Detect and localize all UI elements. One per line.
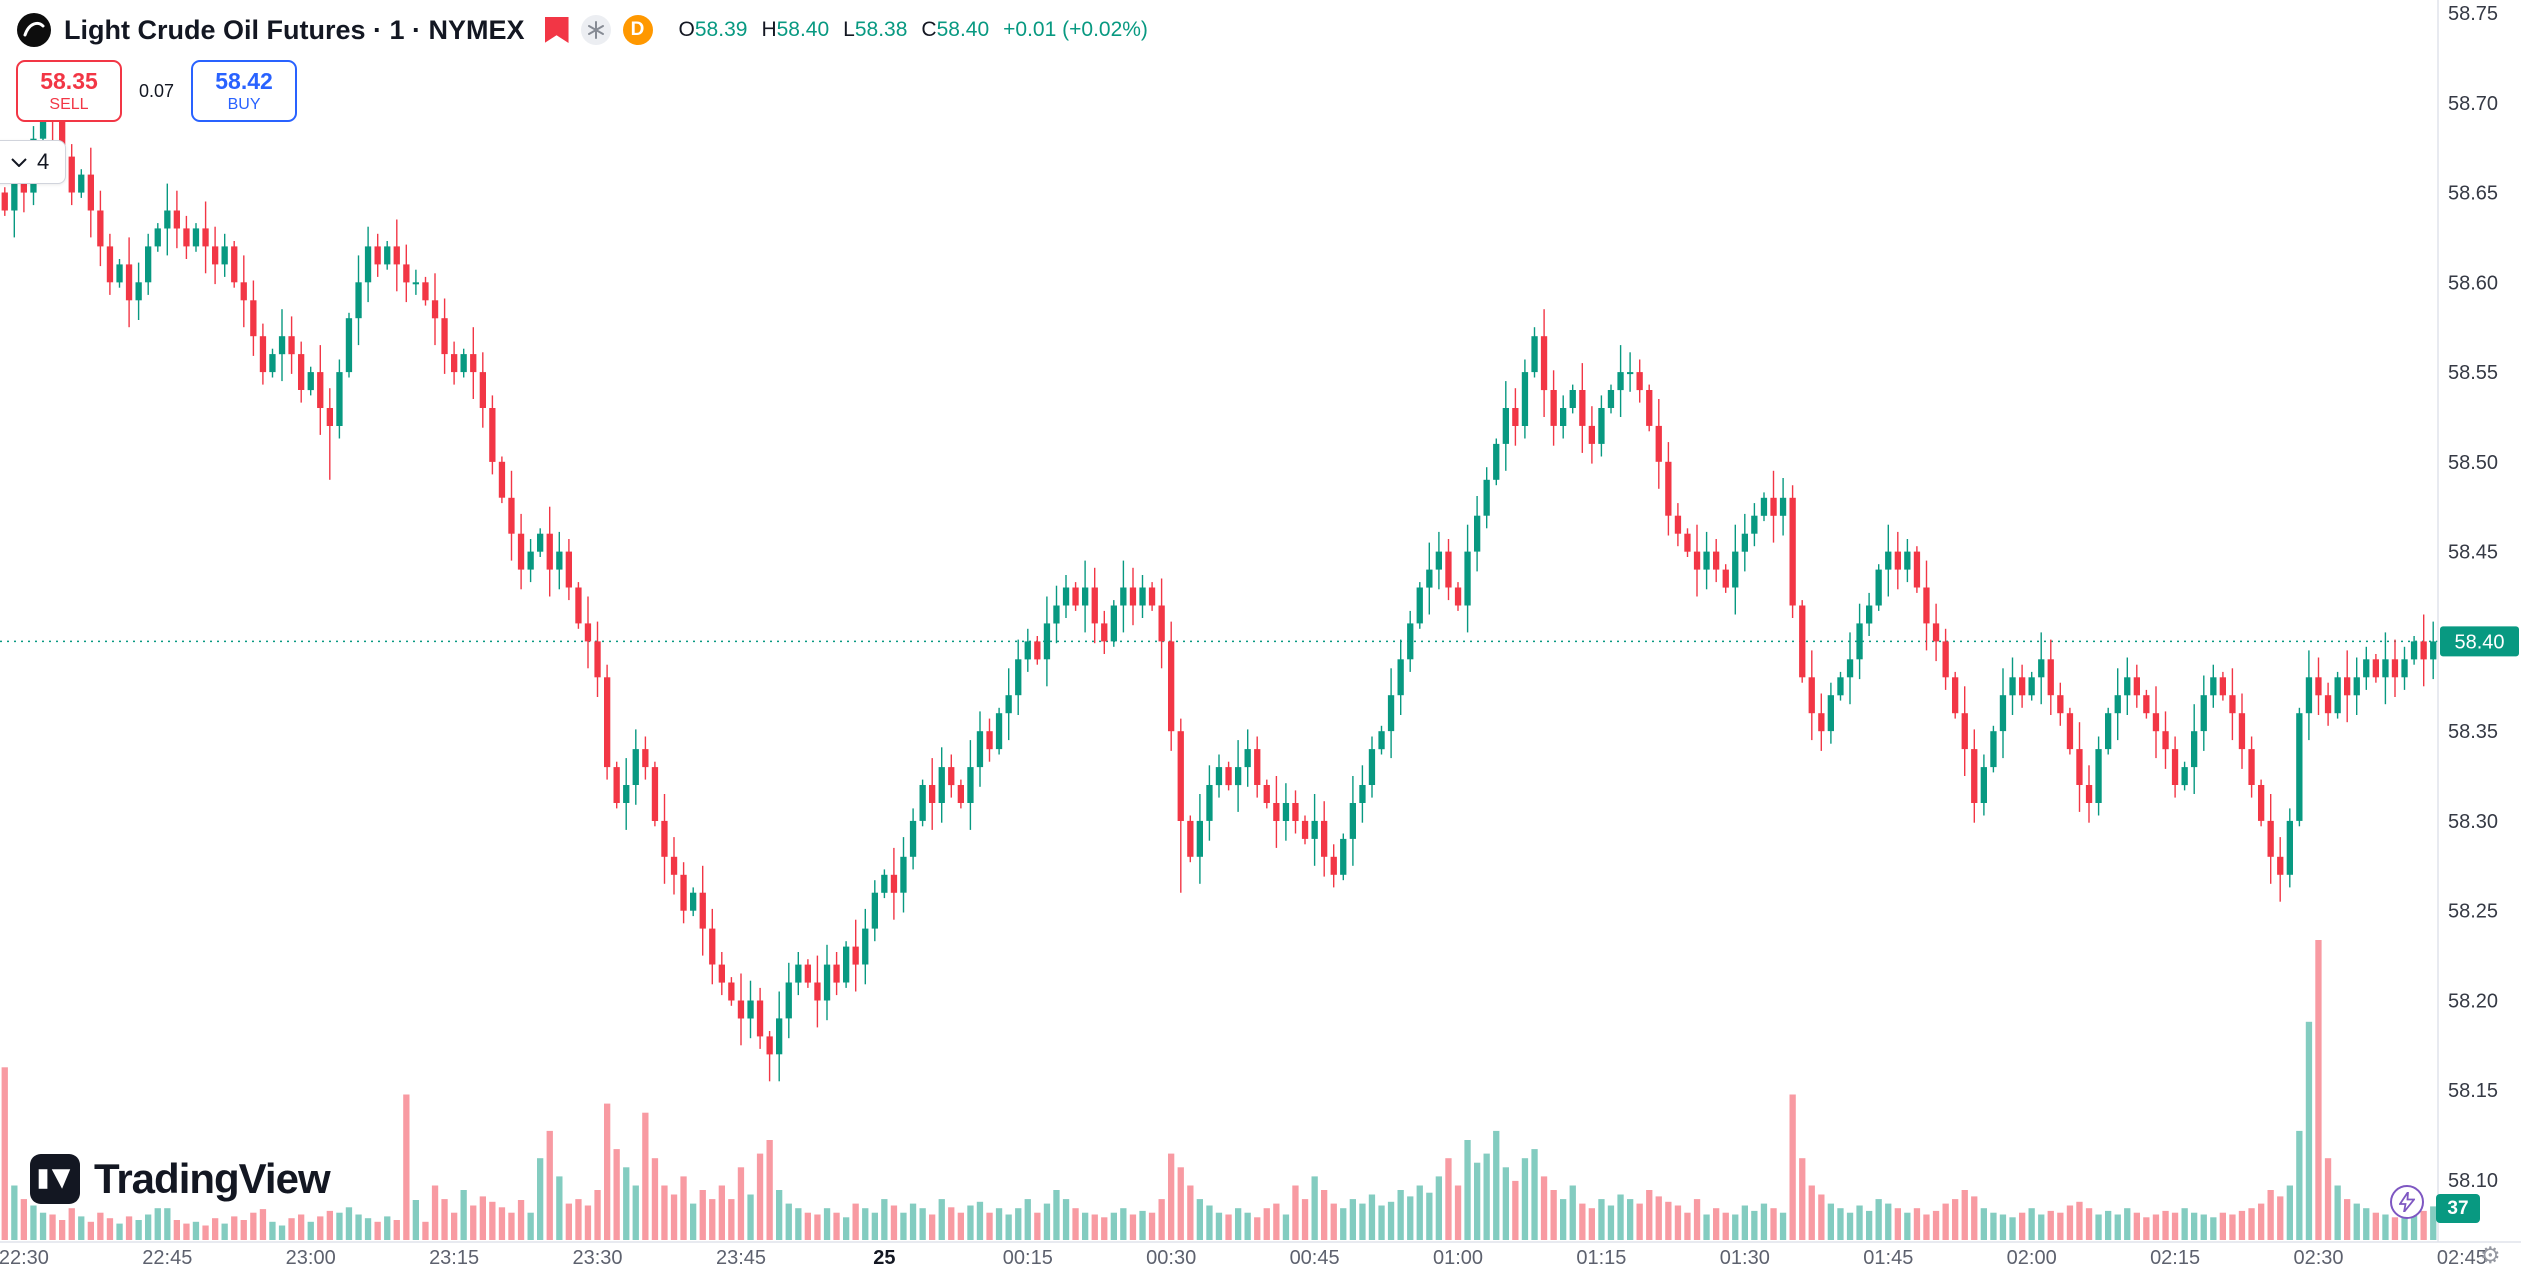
svg-text:58.35: 58.35 [2448,721,2498,743]
high-label: H [761,18,777,41]
current-volume-badge: 37 [2436,1194,2480,1223]
buy-price: 58.42 [215,68,273,95]
svg-text:01:30: 01:30 [1720,1247,1770,1269]
buy-button[interactable]: 58.42 BUY [191,60,298,122]
close-label: C [921,18,937,41]
svg-text:01:45: 01:45 [1863,1247,1913,1269]
dropdown-value: 4 [37,149,50,174]
svg-text:25: 25 [873,1247,895,1269]
tradingview-logo-icon [30,1154,80,1204]
symbol-logo-icon[interactable] [16,12,52,48]
svg-text:22:30: 22:30 [0,1247,49,1269]
svg-text:58.70: 58.70 [2448,93,2498,115]
change-value: +0.01 (+0.02%) [1003,18,1148,41]
svg-text:58.40: 58.40 [2454,631,2504,653]
last-price-label: 58.40 [2440,626,2519,657]
sell-price: 58.35 [40,68,98,95]
svg-text:58.20: 58.20 [2448,991,2498,1013]
svg-text:02:30: 02:30 [2293,1247,2343,1269]
sell-label: SELL [49,95,89,113]
candle-series [1,75,2437,1082]
flag-icon[interactable] [544,17,569,43]
volume-series [1,940,2437,1240]
svg-text:58.45: 58.45 [2448,542,2498,564]
low-value: 58.38 [854,18,908,41]
gear-icon[interactable]: ⚙ [2480,1242,2501,1268]
svg-text:00:45: 00:45 [1290,1247,1340,1269]
svg-text:58.50: 58.50 [2448,452,2498,474]
trade-panel: 58.35 SELL 0.07 58.42 BUY [16,60,298,122]
time-axis[interactable] [0,1242,2438,1272]
lightning-icon [2399,1192,2415,1212]
flash-button[interactable] [2390,1185,2424,1219]
svg-text:58.55: 58.55 [2448,362,2498,384]
svg-text:22:45: 22:45 [142,1247,192,1269]
svg-text:02:45: 02:45 [2437,1247,2487,1269]
open-label: O [678,18,695,41]
collapsed-toolbar-dropdown[interactable]: 4 [0,140,67,184]
price-axis-labels: 58.7558.7058.6558.6058.5558.5058.4558.40… [2448,3,2498,1192]
svg-text:01:00: 01:00 [1433,1247,1483,1269]
svg-text:58.10: 58.10 [2448,1170,2498,1192]
low-label: L [843,18,855,41]
sell-button[interactable]: 58.35 SELL [16,60,122,122]
spread-value: 0.07 [139,80,175,101]
tradingview-watermark[interactable]: TradingView [30,1154,331,1204]
open-value: 58.39 [694,18,748,41]
symbol-title[interactable]: Light Crude Oil Futures · 1 · NYMEX [64,14,525,45]
svg-text:23:00: 23:00 [286,1247,336,1269]
settlement-icon[interactable] [580,15,611,45]
svg-text:58.75: 58.75 [2448,3,2498,25]
symbol-header: Light Crude Oil Futures · 1 · NYMEX D O5… [16,8,1148,52]
delayed-data-badge[interactable]: D [622,15,653,45]
close-value: 58.40 [936,18,990,41]
svg-text:58.15: 58.15 [2448,1080,2498,1102]
svg-text:23:30: 23:30 [572,1247,622,1269]
svg-text:02:00: 02:00 [2007,1247,2057,1269]
watermark-brand-text: TradingView [94,1155,331,1202]
ohlc-readout: O58.39 H58.40 L58.38 C58.40 +0.01 (+0.02… [679,18,1148,42]
buy-label: BUY [227,95,261,113]
svg-text:23:45: 23:45 [716,1247,766,1269]
svg-text:23:15: 23:15 [429,1247,479,1269]
chevron-down-icon [11,157,27,167]
svg-text:01:15: 01:15 [1576,1247,1626,1269]
svg-text:58.65: 58.65 [2448,183,2498,205]
high-value: 58.40 [776,18,830,41]
svg-text:58.60: 58.60 [2448,272,2498,294]
svg-text:58.25: 58.25 [2448,901,2498,923]
svg-text:02:15: 02:15 [2150,1247,2200,1269]
time-axis-labels: 22:30 22:45 23:00 23:15 23:30 23:45 25 00:15 00:… [0,1247,2487,1269]
asterisk-icon [587,21,604,39]
svg-text:58.30: 58.30 [2448,811,2498,833]
svg-text:00:30: 00:30 [1146,1247,1196,1269]
price-axis[interactable] [2438,0,2521,1242]
svg-text:00:15: 00:15 [1003,1247,1053,1269]
